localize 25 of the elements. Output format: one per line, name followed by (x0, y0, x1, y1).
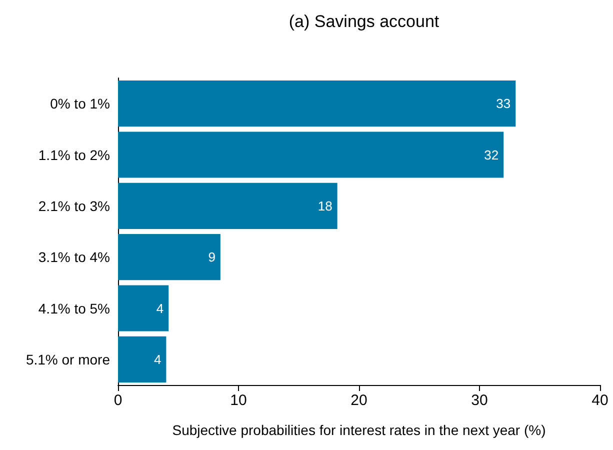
data-label: 4 (154, 352, 162, 367)
x-tick-label: 10 (230, 392, 247, 409)
x-axis-title: Subjective probabilities for interest rates in the next year (%) (172, 422, 546, 438)
bar (118, 80, 516, 127)
y-tick-label: 1.1% to 2% (38, 146, 110, 163)
x-tick-label: 30 (471, 392, 488, 409)
data-label: 18 (318, 198, 332, 214)
data-label: 32 (484, 147, 499, 162)
y-tick-label: 0% to 1% (50, 96, 110, 112)
bar (118, 234, 220, 280)
bar (118, 132, 504, 178)
y-tick-label: 5.1% or more (26, 351, 110, 368)
y-tick-label: 4.1% to 5% (38, 300, 110, 316)
y-tick-label: 2.1% to 3% (38, 198, 110, 214)
chart-title: (a) Savings account (288, 12, 440, 31)
data-label: 33 (496, 96, 511, 112)
x-tick-label: 0 (114, 392, 122, 409)
bar (118, 285, 169, 332)
y-tick-label: 3.1% to 4% (38, 249, 110, 266)
x-tick-label: 40 (592, 392, 608, 409)
data-label: 4 (156, 300, 164, 316)
bar (118, 336, 166, 382)
bar (118, 182, 338, 229)
x-tick-label: 20 (350, 392, 368, 409)
data-label: 9 (208, 250, 216, 265)
